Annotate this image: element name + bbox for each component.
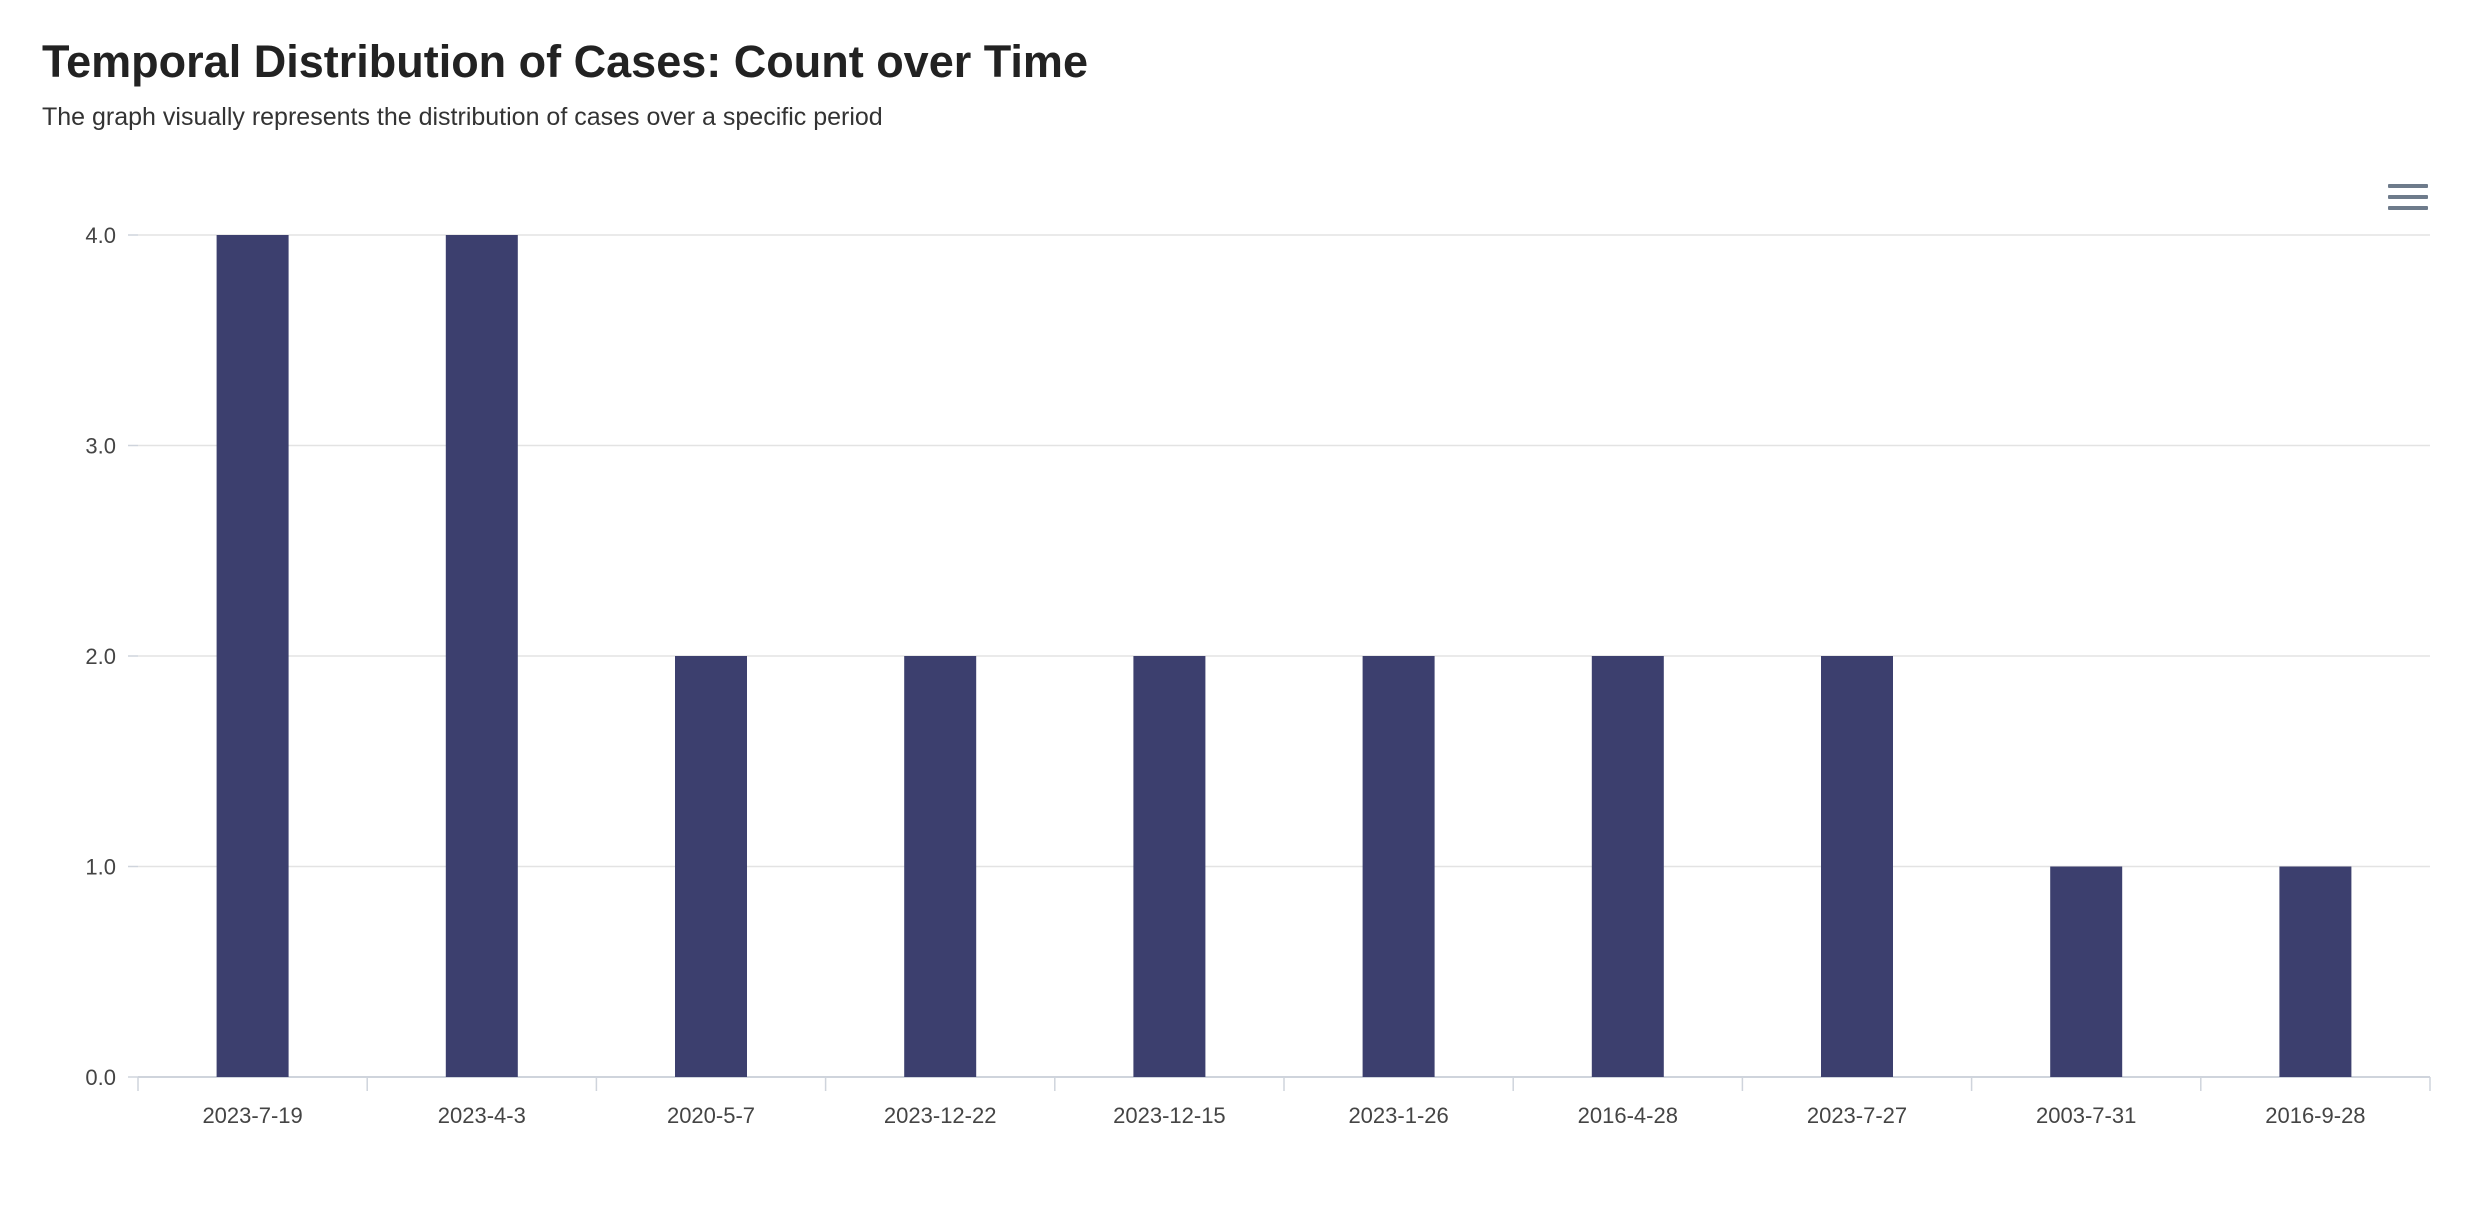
bar [445, 235, 518, 1077]
bar [1362, 656, 1435, 1077]
y-tick-label: 1.0 [85, 855, 116, 880]
x-tick-label: 2016-9-28 [2265, 1103, 2365, 1128]
x-tick-label: 2003-7-31 [2036, 1103, 2136, 1128]
x-tick-label: 2023-7-19 [202, 1103, 302, 1128]
y-tick-label: 3.0 [85, 434, 116, 459]
bar [675, 656, 747, 1077]
x-tick-label: 2023-1-26 [1348, 1103, 1448, 1128]
chart-title: Temporal Distribution of Cases: Count ov… [42, 36, 1088, 87]
bar [1591, 656, 1664, 1077]
hamburger-menu-icon[interactable] [2388, 184, 2428, 216]
bar [1133, 656, 1206, 1077]
x-tick-label: 2023-7-27 [1807, 1103, 1907, 1128]
x-tick-label: 2023-4-3 [438, 1103, 526, 1128]
x-tick-label: 2023-12-22 [884, 1103, 997, 1128]
x-tick-label: 2020-5-7 [667, 1103, 755, 1128]
x-tick-label: 2016-4-28 [1578, 1103, 1678, 1128]
chart-header: Temporal Distribution of Cases: Count ov… [42, 34, 1088, 132]
bar [2050, 866, 2123, 1077]
bar [904, 656, 977, 1077]
y-tick-label: 0.0 [85, 1065, 116, 1090]
chart-subtitle: The graph visually represents the distri… [42, 103, 883, 131]
bar [1821, 656, 1893, 1077]
x-tick-label: 2023-12-15 [1113, 1103, 1226, 1128]
bar [216, 235, 289, 1077]
y-tick-label: 4.0 [85, 223, 116, 248]
y-tick-label: 2.0 [85, 644, 116, 669]
bar [2279, 866, 2352, 1077]
